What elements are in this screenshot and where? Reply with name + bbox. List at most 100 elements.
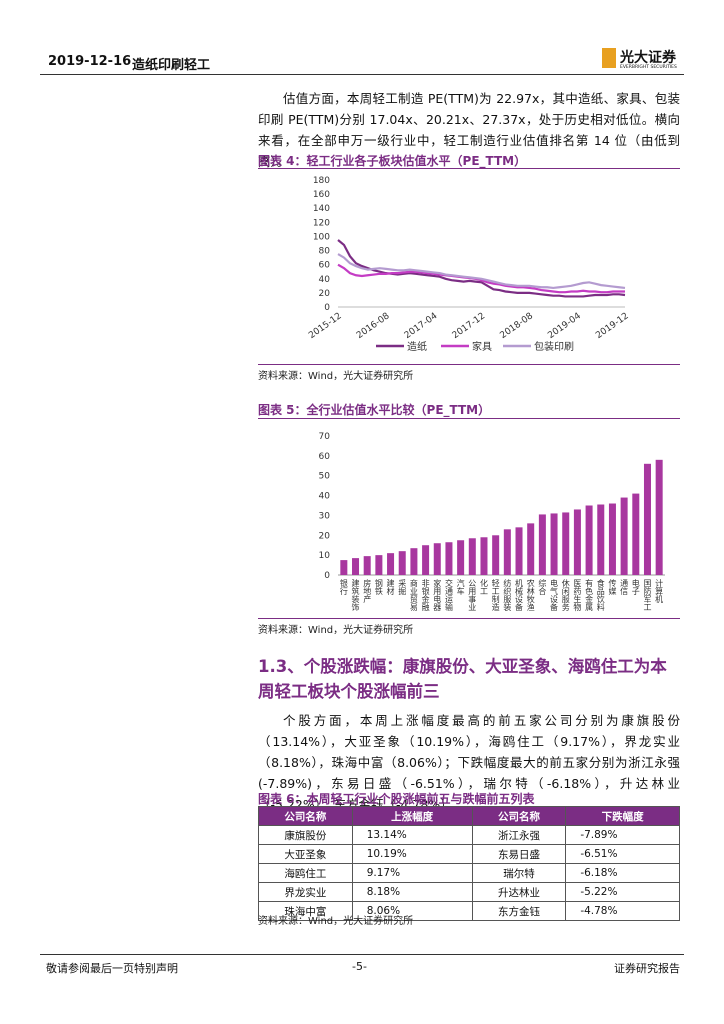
y-tick-label: 80 — [319, 247, 331, 257]
bar — [655, 459, 663, 575]
logo: 光大证券 — [620, 50, 676, 66]
x-tick-label: 建筑装饰 — [351, 578, 360, 612]
source: 资料来源：Wind，光大证券研究所 — [258, 625, 414, 636]
table-cell: 东方金钰 — [471, 901, 567, 921]
table-row: 珠海中富 8.06% 东方金钰 -4.78% — [258, 901, 680, 921]
y-tick-label: 20 — [319, 289, 331, 299]
figure-title: 图表 4：轻工行业各子板块估值水平（PE_TTM） — [258, 154, 527, 168]
bar — [480, 537, 488, 575]
footer-left: 敬请参阅最后一页特别声明 — [46, 962, 178, 975]
table-row: 海鸥住工 9.17% 瑞尔特 -6.18% — [258, 863, 680, 883]
x-tick-label: 汽车 — [456, 578, 465, 596]
bar — [585, 505, 593, 575]
table-cell: 康旗股份 — [258, 825, 353, 845]
x-tick-label: 综合 — [538, 578, 547, 596]
x-tick-label: 房地产 — [363, 578, 372, 604]
y-tick-label: 40 — [319, 492, 331, 502]
table-cell: 浙江永强 — [471, 825, 567, 845]
rule — [258, 168, 680, 169]
x-tick-label: 非银金融 — [421, 578, 430, 612]
table-row: 康旗股份 13.14% 浙江永强 -7.89% — [258, 825, 680, 845]
x-tick-label: 纺织服装 — [503, 578, 512, 612]
table-cell: 珠海中富 — [258, 901, 353, 921]
x-tick-label: 银行 — [339, 578, 348, 596]
x-tick-label: 机械设备 — [515, 578, 524, 612]
bar — [562, 512, 570, 575]
line-chart: 0 20 40 60 80 100 120 140 160 180 2015-12 2016-08 20… — [307, 176, 631, 353]
bar — [445, 542, 453, 575]
y-tick-label: 180 — [313, 176, 330, 186]
bar — [363, 556, 371, 575]
y-tick-label: 0 — [324, 303, 330, 313]
x-tick-label: 2016-08 — [355, 311, 392, 341]
footer-rule — [40, 954, 684, 955]
bar — [503, 529, 511, 575]
paragraph: 估值方面，本周轻工制造 PE(TTM)为 22.97x，其中造纸、家具、包装印刷… — [258, 91, 680, 169]
x-tick-label: 计算机 — [655, 578, 664, 604]
rule — [258, 418, 680, 419]
bar — [643, 463, 651, 575]
y-tick-label: 20 — [319, 531, 331, 541]
x-tick-label: 2019-04 — [546, 311, 583, 341]
date: 2019-12-16 — [48, 54, 132, 69]
line-series — [337, 253, 626, 290]
x-tick-label: 家用电器 — [433, 578, 442, 612]
table: 公司名称 上涨幅度 公司名称 下跌幅度 康旗股份 13.14% 浙江永强 -7.89% 大亚圣象… — [258, 806, 680, 921]
table-title: 图表 6：本周轻工行业个股涨幅前五与跌幅前五列表 — [258, 792, 535, 806]
bar — [422, 545, 430, 575]
legend-label: 造纸 — [407, 340, 427, 353]
x-tick-label: 2017-12 — [451, 311, 488, 341]
x-tick-label: 2018-08 — [499, 311, 536, 341]
y-tick-label: 50 — [319, 472, 331, 482]
x-tick-label: 传媒 — [608, 578, 617, 596]
line-series — [337, 263, 625, 294]
source: 资料来源：Wind，光大证券研究所 — [258, 916, 414, 927]
y-tick-label: 160 — [313, 190, 330, 200]
table-cell: 8.18% — [351, 882, 473, 902]
x-tick-label: 国防军工 — [643, 579, 652, 611]
x-tick-label: 2019-12 — [594, 311, 631, 341]
bar — [468, 538, 476, 575]
y-tick-label: 30 — [319, 511, 331, 521]
x-tick-label: 公用事业 — [468, 579, 477, 611]
table-cell: 9.17% — [351, 863, 473, 883]
bar-chart: 0 10 20 30 40 50 60 70 银行 建筑装饰 房地产 钢铁 建材 采掘 商业贸易 非银金融 家用… — [319, 432, 665, 612]
y-tick-label: 140 — [313, 204, 330, 214]
bar — [387, 553, 395, 575]
table-cell: 8.06% — [351, 901, 473, 921]
x-tick-label: 钢铁 — [374, 578, 383, 596]
bar — [492, 535, 500, 575]
x-tick-label: 通信 — [620, 578, 629, 596]
table-cell: 升达林业 — [471, 882, 567, 902]
x-tick-label: 休闲服务 — [561, 578, 570, 612]
table-cell: -7.89% — [565, 825, 680, 845]
figure-title: 图表 5：全行业估值水平比较（PE_TTM） — [258, 403, 491, 417]
table-cell: 界龙实业 — [258, 882, 353, 902]
section-heading: 1.3、个股涨跌幅：康旗股份、大亚圣象、海鸥住工为本周轻工板块个股涨幅前三 — [258, 657, 667, 701]
bar — [550, 513, 558, 575]
bar — [573, 509, 581, 575]
x-tick-label: 轻工制造 — [491, 578, 500, 612]
page-number: -5- — [352, 960, 367, 973]
bar — [375, 555, 383, 575]
bar — [340, 560, 348, 575]
table-cell: -6.18% — [565, 863, 680, 883]
x-tick-label: 电子 — [631, 578, 640, 595]
x-tick-label: 电气设备 — [550, 578, 559, 612]
y-tick-label: 100 — [313, 232, 330, 242]
x-tick-label: 交通运输 — [444, 578, 453, 612]
table-cell: -4.78% — [565, 901, 680, 921]
table-header: 公司名称 — [258, 806, 353, 826]
table-header: 下跌幅度 — [565, 806, 680, 826]
table-cell: -6.51% — [565, 844, 680, 864]
x-tick-label: 建材 — [386, 578, 395, 595]
y-tick-label: 10 — [319, 551, 331, 561]
table-cell: -5.22% — [565, 882, 680, 902]
legend-label: 家具 — [472, 340, 492, 353]
y-tick-label: 70 — [319, 432, 331, 442]
bar — [632, 493, 640, 575]
x-tick-label: 食品饮料 — [596, 578, 605, 612]
bar — [457, 540, 465, 575]
header-rule — [40, 74, 684, 75]
source: 资料来源：Wind，光大证券研究所 — [258, 371, 414, 382]
